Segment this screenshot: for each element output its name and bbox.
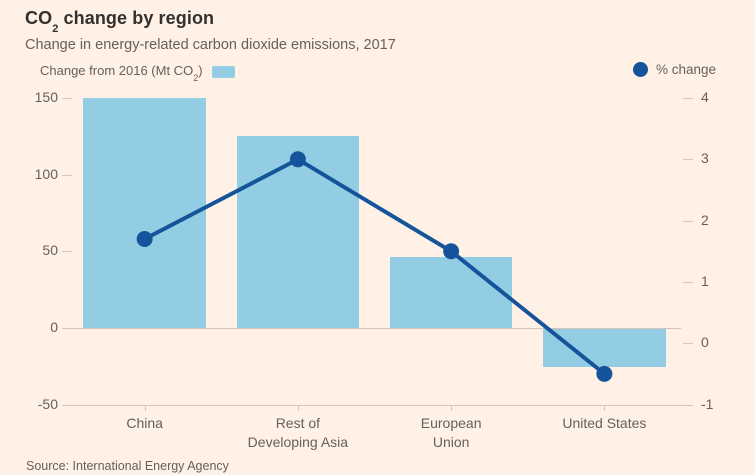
legend-line: % change bbox=[632, 62, 716, 77]
category-axis-tick bbox=[451, 404, 453, 411]
legend-bars-label: Change from 2016 (Mt CO2) bbox=[40, 63, 203, 83]
bar-european bbox=[389, 257, 513, 328]
right-axis-tick-label: 3 bbox=[701, 150, 709, 167]
percent-change-line bbox=[143, 157, 606, 376]
right-axis-tick-label: -1 bbox=[701, 395, 714, 412]
right-axis-tick-label: 1 bbox=[701, 272, 709, 289]
left-axis-tick-label: 50 bbox=[42, 242, 58, 259]
bar-legend-swatch bbox=[211, 65, 235, 78]
category-label: European Union bbox=[420, 414, 482, 451]
left-axis-tick-label: 100 bbox=[34, 165, 58, 182]
right-axis-tick-mark bbox=[683, 281, 693, 283]
right-axis-tick-label: 2 bbox=[701, 211, 709, 228]
category-axis-tick bbox=[144, 404, 146, 411]
left-axis-tick-mark bbox=[62, 251, 72, 253]
right-axis-tick-mark bbox=[683, 343, 693, 345]
title-subscript: 2 bbox=[52, 22, 59, 35]
legend-bars: Change from 2016 (Mt CO2) bbox=[40, 63, 235, 83]
category-label: China bbox=[126, 414, 163, 431]
page-title: CO2 change by region bbox=[25, 8, 215, 35]
right-axis-tick-label: 4 bbox=[701, 89, 709, 105]
bar-rest-of bbox=[236, 136, 360, 328]
left-axis-tick-label: 150 bbox=[34, 89, 58, 105]
left-axis-tick-mark bbox=[62, 174, 72, 176]
category-axis-tick bbox=[297, 404, 299, 411]
bottom-axis-line bbox=[64, 404, 692, 406]
right-axis-tick-label: 0 bbox=[701, 334, 709, 351]
category-label: United States bbox=[562, 414, 647, 431]
category-axis-tick bbox=[604, 404, 606, 411]
source-note: Source: International Energy Agency bbox=[26, 459, 229, 473]
right-axis-tick-mark bbox=[683, 159, 693, 161]
chart-subtitle: Change in energy-related carbon dioxide … bbox=[25, 37, 396, 53]
category-label: Rest of Developing Asia bbox=[247, 414, 349, 451]
left-axis-tick-label: -50 bbox=[37, 395, 58, 412]
legend-line-label: % change bbox=[655, 62, 716, 77]
left-axis-tick-label: 0 bbox=[50, 318, 58, 335]
percent-change-point bbox=[596, 365, 613, 382]
bar-china bbox=[83, 98, 206, 328]
right-axis-tick-mark bbox=[683, 98, 693, 99]
left-axis-tick-mark bbox=[62, 98, 72, 99]
bar-united-states bbox=[543, 328, 666, 368]
line-legend-dot-icon bbox=[632, 62, 648, 77]
right-axis-tick-mark bbox=[683, 220, 693, 222]
left-axis-tick-mark bbox=[62, 327, 72, 329]
